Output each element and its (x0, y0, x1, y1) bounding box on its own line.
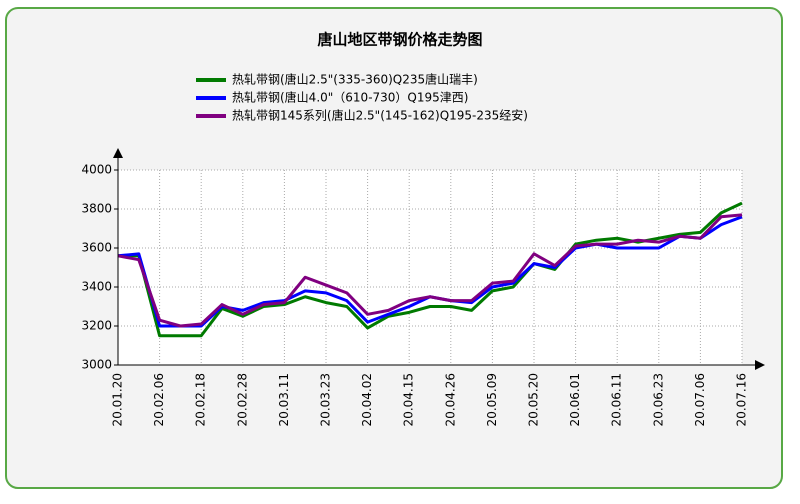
x-tick-label: 20.02.06 (152, 373, 166, 426)
x-tick-label: 20.07.16 (735, 373, 749, 426)
x-tick-label: 20.02.28 (235, 373, 249, 426)
x-arrow (755, 360, 765, 370)
legend-label: 热轧带钢(唐山2.5"(335-360)Q235唐山瑞丰) (232, 72, 478, 87)
legend-label: 热轧带钢(唐山4.0"（610-730）Q195津西) (232, 90, 468, 105)
x-tick-label: 20.03.11 (277, 373, 291, 426)
plot-area (118, 170, 742, 365)
legend-label: 热轧带钢145系列(唐山2.5"(145-162)Q195-235经安) (232, 108, 528, 123)
x-tick-label: 20.05.09 (485, 373, 499, 426)
y-tick-label: 3200 (81, 319, 112, 333)
y-arrow (113, 148, 123, 158)
y-tick-label: 4000 (81, 163, 112, 177)
y-tick-label: 3600 (81, 241, 112, 255)
chart-title: 唐山地区带钢价格走势图 (317, 31, 482, 49)
x-tick-label: 20.06.01 (568, 373, 582, 426)
series-line (117, 213, 743, 328)
x-tick-label: 20.03.23 (319, 373, 333, 426)
x-tick-label: 20.06.23 (651, 373, 665, 426)
x-tick-label: 20.04.15 (402, 373, 416, 426)
x-tick-label: 20.04.02 (360, 373, 374, 426)
x-tick-label: 20.06.11 (610, 373, 624, 426)
x-tick-label: 20.05.20 (527, 373, 541, 426)
y-tick-label: 3000 (81, 358, 112, 372)
x-tick-label: 20.04.26 (443, 373, 457, 426)
x-tick-label: 20.02.18 (194, 373, 208, 426)
y-tick-label: 3800 (81, 202, 112, 216)
plot: 3000 3200 3400 3600 3800 4000 20.01.20 20.02.06… (81, 163, 748, 427)
y-tick-label: 3400 (81, 280, 112, 294)
x-tick-label: 20.01.20 (111, 373, 125, 426)
x-tick-label: 20.07.06 (693, 373, 707, 426)
